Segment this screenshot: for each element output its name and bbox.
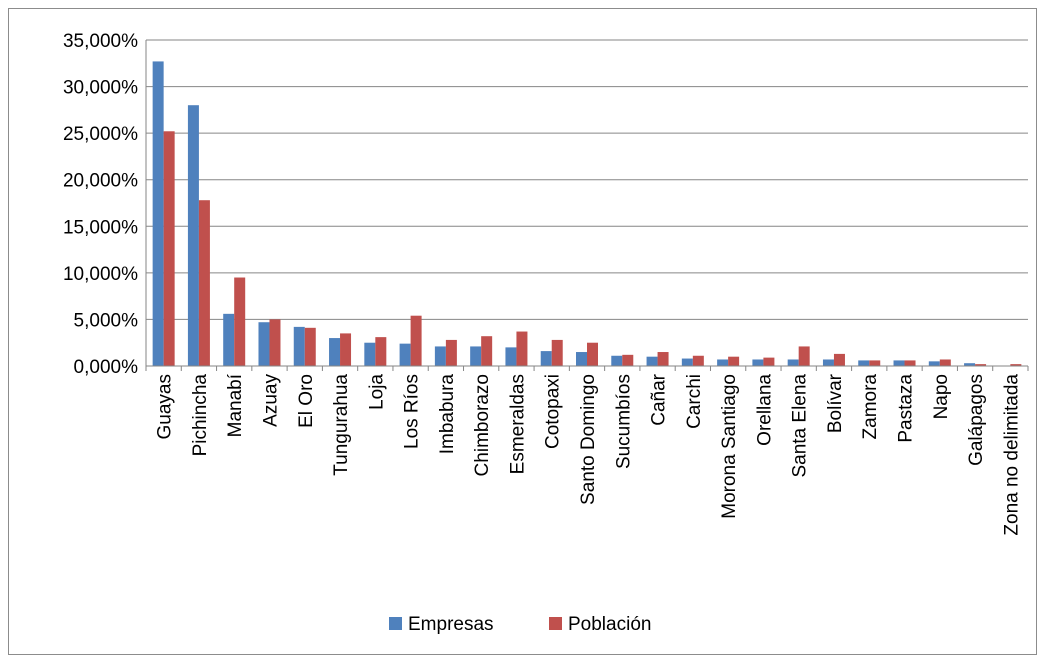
bar-empresas xyxy=(434,346,446,366)
bar-series xyxy=(152,61,1022,367)
bar-empresas xyxy=(787,359,799,366)
x-tick-label: Zamora xyxy=(860,374,881,440)
bar-población xyxy=(904,360,916,366)
x-tick-label: Los Ríos xyxy=(402,374,423,449)
x-tick-label: Carchi xyxy=(684,374,705,429)
x-tick-label: Sucumbíos xyxy=(613,374,634,469)
bar-empresas xyxy=(576,352,587,366)
legend-label-empresas: Empresas xyxy=(408,614,494,635)
legend-label-población: Población xyxy=(568,614,651,635)
y-axis: 0,000% 5,000% 10,000% 15,000% 20,000% 25,000%… xyxy=(63,31,147,378)
bar-empresas xyxy=(928,361,940,366)
bar-empresas xyxy=(152,61,164,367)
bar-población xyxy=(481,336,493,366)
x-axis: Guayas Pichincha Manabí Azuay El Oro Tungurah… xyxy=(145,365,1029,536)
bar-población xyxy=(939,359,951,366)
x-tick-label: Chimborazo xyxy=(472,374,493,476)
bar-población xyxy=(869,360,881,366)
bar-empresas xyxy=(258,322,270,366)
bar-población xyxy=(763,357,775,366)
x-tick-label: Santa Elena xyxy=(790,374,811,478)
legend-swatch-empresas xyxy=(389,617,402,630)
bar-población xyxy=(798,346,810,366)
bar-empresas xyxy=(399,343,411,366)
legend-swatch-población xyxy=(549,617,562,630)
x-tick-label: Pichincha xyxy=(190,374,211,457)
bar-población xyxy=(340,333,352,366)
x-tick-label: Zona no delimitada xyxy=(1001,374,1022,536)
chart-frame xyxy=(8,8,1037,655)
bar-empresas xyxy=(364,342,376,366)
bar-población xyxy=(833,353,845,366)
bar-población xyxy=(975,364,987,366)
y-tick-label: 30,000% xyxy=(63,78,138,99)
bar-empresas xyxy=(329,338,341,366)
bar-empresas xyxy=(611,355,623,366)
bar-población xyxy=(692,355,704,366)
bar-empresas xyxy=(681,358,693,366)
bar-empresas xyxy=(964,363,976,366)
x-tick-label: Morona Santiago xyxy=(719,374,740,519)
bar-población xyxy=(551,339,563,366)
x-tick-label: Orellana xyxy=(754,374,775,446)
y-tick-label: 0,000% xyxy=(74,357,139,378)
bar-empresas xyxy=(893,360,905,366)
y-tick-label: 15,000% xyxy=(63,217,138,238)
y-tick-label: 35,000% xyxy=(63,31,138,52)
x-tick-label: Santo Domingo xyxy=(578,374,599,505)
x-tick-label: Esmeraldas xyxy=(507,374,528,474)
bar-empresas xyxy=(223,313,235,366)
x-tick-label: Azuay xyxy=(260,374,281,427)
gridlines xyxy=(146,39,1028,367)
x-tick-label: Imbabura xyxy=(437,374,458,455)
x-tick-label: El Oro xyxy=(296,374,317,428)
y-tick-label: 10,000% xyxy=(63,264,138,285)
legend: Empresas Población xyxy=(389,614,651,635)
bar-población xyxy=(304,327,316,366)
x-tick-label: Napo xyxy=(931,374,952,419)
bar-población xyxy=(516,331,528,366)
bar-empresas xyxy=(752,359,764,366)
bar-empresas xyxy=(646,356,658,366)
bar-población xyxy=(375,337,387,366)
x-tick-label: Loja xyxy=(366,374,387,410)
x-tick-label: Cotopaxi xyxy=(543,374,564,449)
bar-empresas xyxy=(293,326,305,366)
x-tick-label: Tungurahua xyxy=(331,374,352,476)
bar-población xyxy=(269,319,281,366)
bar-población xyxy=(445,339,457,366)
bar-población xyxy=(163,131,175,366)
bar-población xyxy=(234,277,246,366)
bar-empresas xyxy=(505,347,517,366)
bar-población xyxy=(728,356,740,366)
y-tick-label: 25,000% xyxy=(63,124,138,145)
x-tick-label: Galápagos xyxy=(966,374,987,466)
bar-población xyxy=(1010,364,1022,366)
bar-empresas xyxy=(822,359,834,366)
x-tick-label: Bolívar xyxy=(825,373,846,433)
y-tick-label: 5,000% xyxy=(74,310,139,331)
bar-empresas xyxy=(540,351,552,366)
x-tick-label: Guayas xyxy=(155,374,176,439)
bar-población xyxy=(410,315,422,366)
x-tick-label: Pastaza xyxy=(896,374,917,443)
bar-población xyxy=(198,200,210,366)
bar-empresas xyxy=(858,360,870,366)
bar-población xyxy=(587,342,598,366)
x-tick-label: Manabí xyxy=(225,373,246,437)
bar-empresas xyxy=(470,346,482,366)
bar-población xyxy=(657,352,669,366)
y-tick-label: 20,000% xyxy=(63,171,138,192)
bar-empresas xyxy=(187,105,199,366)
bar-población xyxy=(622,354,634,366)
bar-empresas xyxy=(717,359,729,366)
x-tick-label: Cañar xyxy=(649,373,670,425)
